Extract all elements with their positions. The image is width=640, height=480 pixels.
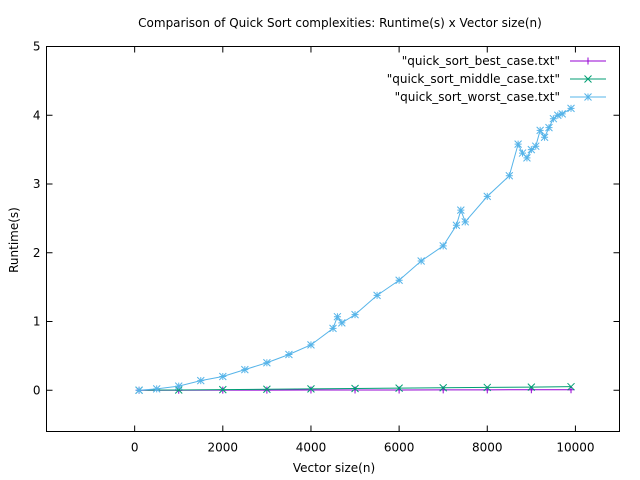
data-point xyxy=(218,372,227,381)
y-tick-label: 2 xyxy=(33,246,41,260)
plot-area xyxy=(135,104,575,395)
data-point xyxy=(263,386,271,394)
data-point xyxy=(351,384,359,393)
data-point xyxy=(553,111,562,120)
data-point xyxy=(263,358,271,367)
data-point xyxy=(174,382,183,390)
x-tick-label: 6000 xyxy=(384,441,415,455)
data-point xyxy=(218,385,227,394)
data-point xyxy=(452,221,461,230)
data-point xyxy=(567,382,575,391)
series-star xyxy=(135,104,575,395)
data-point xyxy=(329,324,337,333)
data-point xyxy=(351,310,359,319)
data-point xyxy=(135,386,143,395)
data-point xyxy=(505,171,514,180)
chart-title: Comparison of Quick Sort complexities: R… xyxy=(138,16,542,30)
plot-frame xyxy=(46,46,620,432)
data-point xyxy=(456,206,465,214)
data-point xyxy=(395,384,403,392)
data-point xyxy=(514,140,522,148)
data-point xyxy=(174,386,183,394)
data-point xyxy=(285,350,293,359)
data-point xyxy=(483,192,492,201)
data-point xyxy=(417,257,426,265)
data-point xyxy=(351,386,359,394)
y-tick-label: 3 xyxy=(33,177,41,191)
x-tick-label: 0 xyxy=(131,441,139,455)
data-point xyxy=(240,365,249,374)
data-point xyxy=(333,312,342,321)
y-axis-label: Runtime(s) xyxy=(7,207,21,273)
data-point xyxy=(567,386,575,394)
data-point xyxy=(152,385,161,393)
x-tick-label: 8000 xyxy=(472,441,503,455)
legend-entry-label: "quick_sort_middle_case.txt" xyxy=(387,72,560,86)
data-point xyxy=(337,319,346,327)
y-tick-label: 0 xyxy=(33,383,41,397)
data-point xyxy=(196,376,205,385)
data-point xyxy=(483,383,492,392)
data-point xyxy=(558,110,567,118)
data-point xyxy=(527,383,536,391)
legend: "quick_sort_best_case.txt" "quick_sort_mi… xyxy=(387,54,606,104)
y-tick-label: 4 xyxy=(33,108,41,122)
data-point xyxy=(461,217,470,226)
data-point xyxy=(263,385,271,394)
data-point xyxy=(545,123,553,132)
data-point xyxy=(373,291,381,300)
data-point xyxy=(518,149,527,157)
legend-entry-marker xyxy=(584,93,592,101)
x-axis-label: Vector size(n) xyxy=(293,461,375,475)
legend-entry-label: "quick_sort_worst_case.txt" xyxy=(395,90,560,104)
legend-entry-label: "quick_sort_best_case.txt" xyxy=(402,54,560,68)
series-line xyxy=(139,107,572,391)
x-tick-label: 4000 xyxy=(296,441,327,455)
data-point xyxy=(536,126,545,135)
data-point xyxy=(527,145,536,154)
data-point xyxy=(540,133,549,142)
axis-ticks: 0 2000 4000 6000 8000 10000 0 1 2 3 4 5 xyxy=(33,40,620,455)
data-point xyxy=(307,385,315,393)
data-point xyxy=(307,341,315,349)
y-tick-label: 5 xyxy=(33,40,41,54)
legend-entry-marker xyxy=(584,75,592,83)
legend-entry-marker xyxy=(584,57,592,65)
x-tick-label: 10000 xyxy=(556,441,594,455)
data-point xyxy=(549,114,558,123)
data-point xyxy=(523,154,531,162)
y-tick-label: 1 xyxy=(33,315,41,329)
data-point xyxy=(439,242,448,250)
data-point xyxy=(439,383,448,392)
data-point xyxy=(307,386,315,394)
data-point xyxy=(395,276,403,285)
data-point xyxy=(531,142,540,151)
x-tick-label: 2000 xyxy=(208,441,239,455)
data-point xyxy=(567,104,575,113)
